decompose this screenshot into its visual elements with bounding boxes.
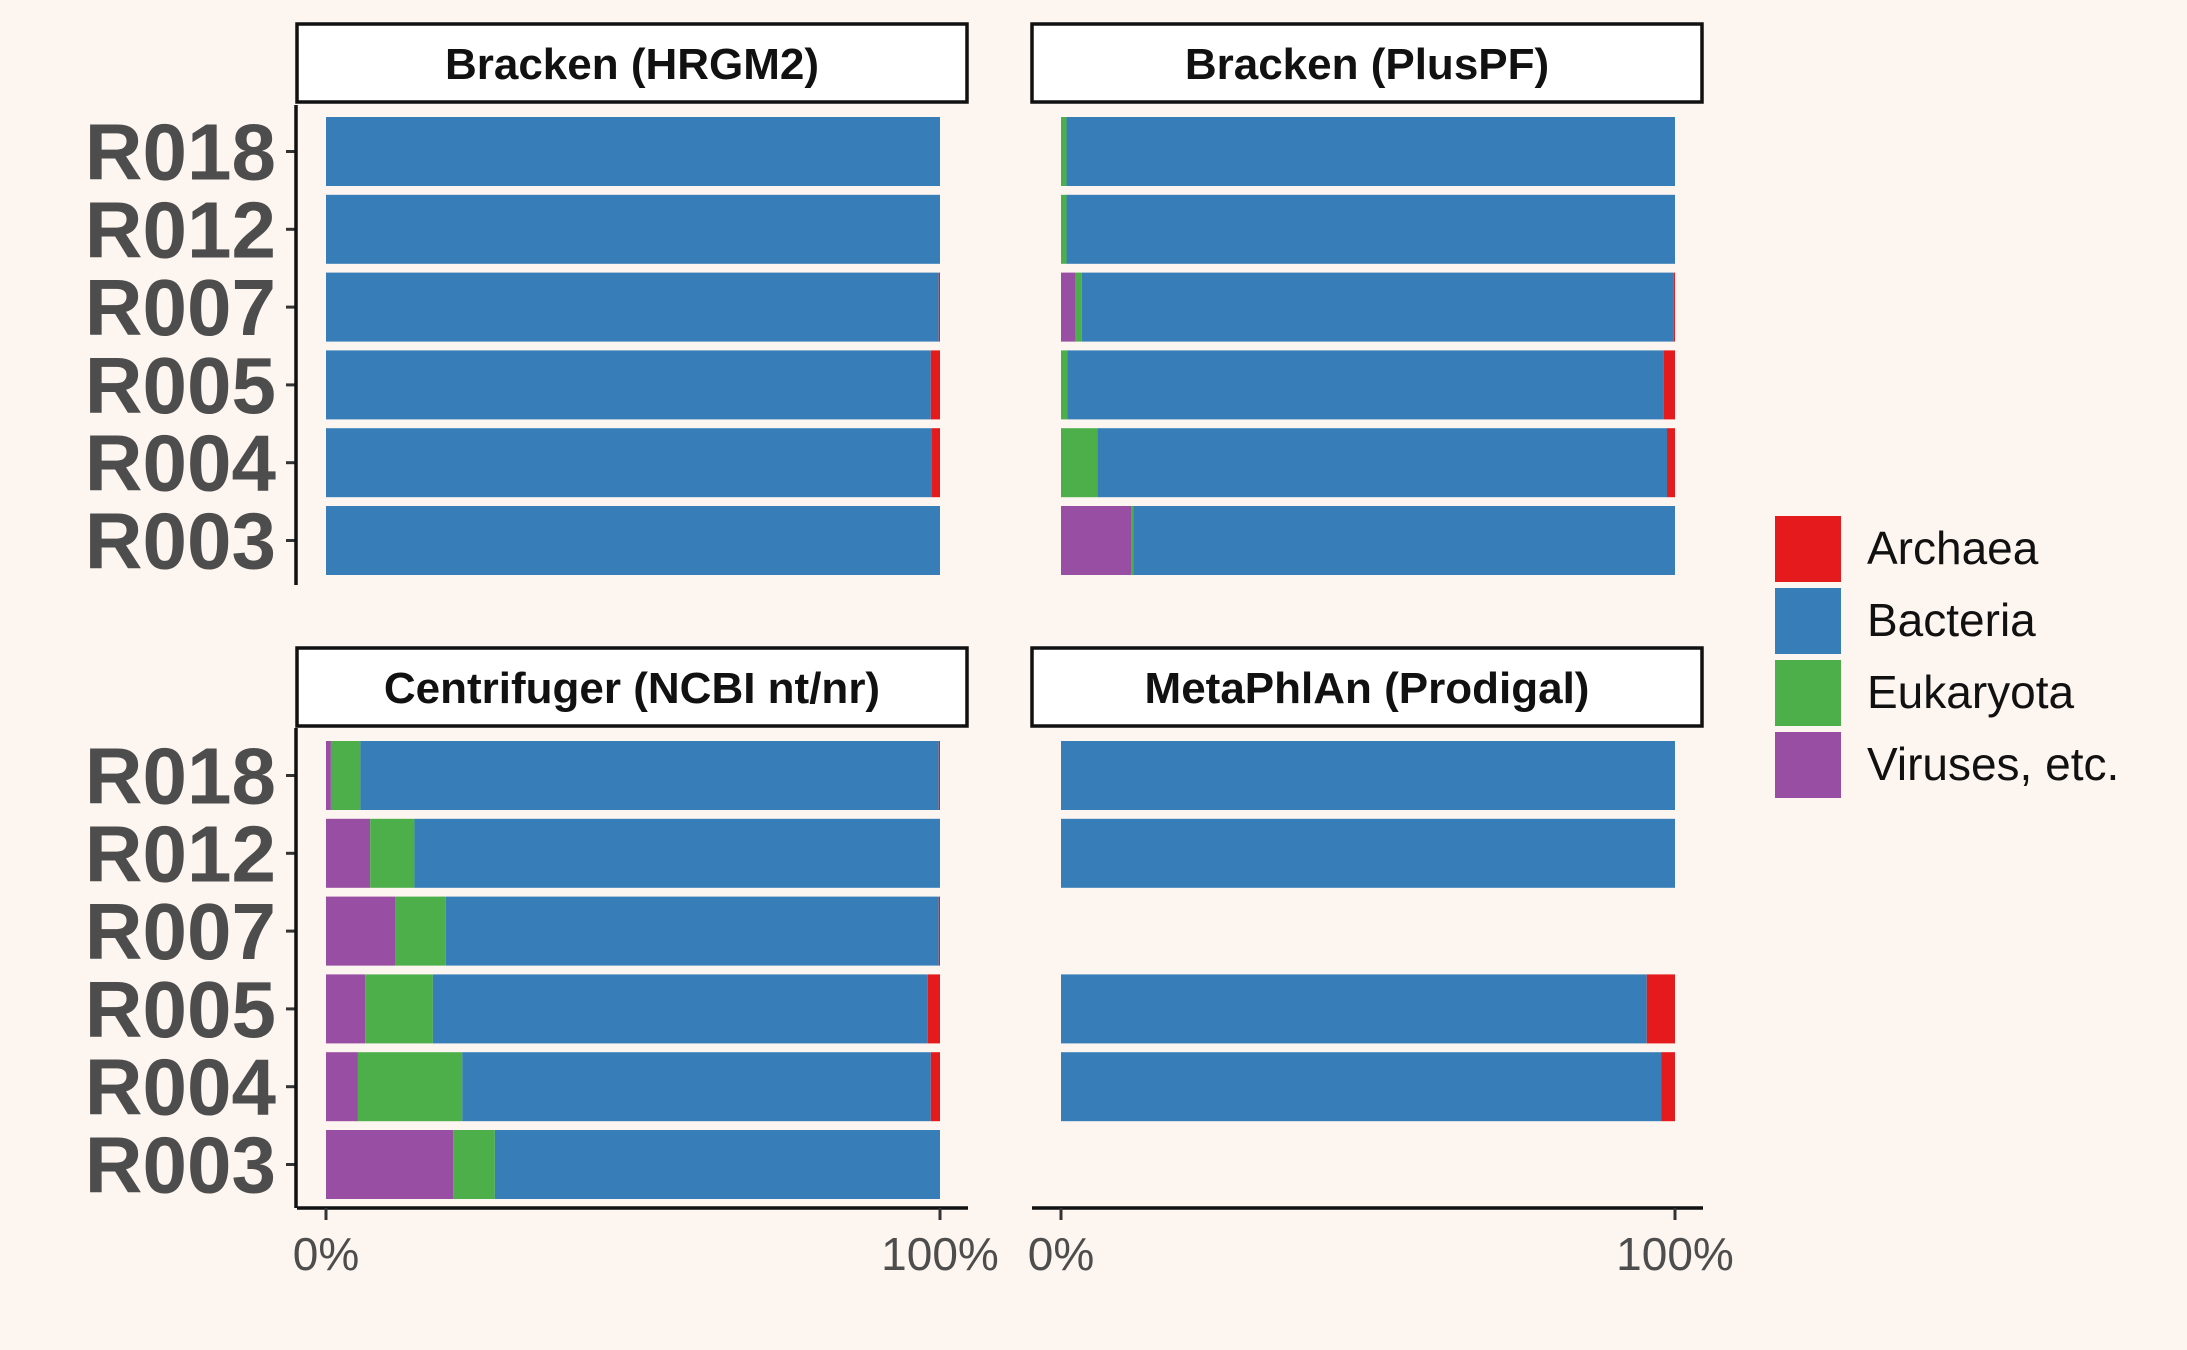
bar-segment-r018-bacteria [1066, 117, 1675, 186]
y-tick-label-r018: R018 [85, 108, 276, 197]
bar-segment-r005-archaea [927, 974, 940, 1044]
facet-title: Centrifuger (NCBI nt/nr) [384, 664, 880, 713]
bar-segment-r005-viruses-etc [326, 974, 366, 1044]
bar-segment-r012-bacteria [414, 818, 940, 888]
bar-segment-r012-viruses-etc [326, 818, 371, 888]
bar-segment-r003-viruses-etc [326, 1130, 454, 1199]
bar-segment-r007-viruses-etc [326, 896, 396, 966]
bar-segment-r007-archaea [938, 896, 940, 966]
bar-segment-r003-viruses-etc [1061, 506, 1131, 575]
bar-segment-r005-bacteria [326, 350, 931, 420]
bar-segment-r012-eukaryota [1061, 194, 1067, 264]
bar-segment-r012-bacteria [1061, 818, 1675, 888]
bar-segment-r007-eukaryota [395, 896, 446, 966]
bar-segment-r018-eukaryota [330, 741, 361, 810]
bar-segment-r012-eukaryota [370, 818, 415, 888]
y-tick-label-r005: R005 [85, 341, 276, 430]
bar-segment-r004-viruses-etc [326, 1052, 358, 1122]
bar-segment-r007-viruses-etc [1061, 272, 1076, 342]
y-tick-label-r004: R004 [85, 1043, 277, 1132]
y-tick-label-r018: R018 [85, 732, 276, 821]
legend-key-eukaryota [1775, 660, 1841, 726]
bar-segment-r018-viruses-etc [326, 741, 331, 810]
bar-segment-r005-eukaryota [365, 974, 433, 1044]
bar-segment-r003-eukaryota [1130, 506, 1134, 575]
legend: Archaea Bacteria Eukaryota Viruses, etc. [1775, 516, 2119, 798]
facet-strip [1030, 646, 1704, 728]
x-tick-label-max: 100% [1616, 1228, 1734, 1280]
bar-segment-r018-bacteria [326, 117, 940, 186]
facet-strip [1030, 22, 1704, 104]
bar-segment-r005-eukaryota [1061, 350, 1068, 420]
bar-segment-r004-archaea [932, 428, 940, 498]
bar-segment-r005-bacteria [1061, 974, 1647, 1044]
bar-segment-r003-bacteria [1133, 506, 1675, 575]
legend-label-viruses-etc: Viruses, etc. [1867, 738, 2119, 790]
panel-centrifuger-ncbi-nt-nr: Centrifuger (NCBI nt/nr) R018R012R007R005… [85, 646, 999, 1280]
bar-segment-r003-eukaryota [453, 1130, 495, 1199]
bar-segment-r012-bacteria [326, 194, 940, 264]
facet-title: MetaPhlAn (Prodigal) [1145, 664, 1590, 713]
bar-segment-r004-eukaryota [1061, 428, 1098, 498]
facet-title: Bracken (PlusPF) [1185, 40, 1549, 89]
bar-segment-r004-bacteria [326, 428, 933, 498]
bar-segment-r003-bacteria [494, 1130, 940, 1199]
bar-segment-r007-bacteria [326, 272, 939, 342]
bar-segment-r018-bacteria [360, 741, 939, 810]
bar-segment-r007-archaea [1673, 272, 1675, 342]
bar-segment-r018-archaea [938, 741, 940, 810]
x-tick-label-min: 0% [1028, 1228, 1094, 1280]
y-tick-label-r012: R012 [85, 809, 276, 898]
legend-label-eukaryota: Eukaryota [1867, 666, 2075, 718]
bar-segment-r005-bacteria [1067, 350, 1664, 420]
bar-segment-r005-bacteria [432, 974, 928, 1044]
bar-segment-r004-eukaryota [357, 1052, 463, 1122]
bar-segment-r003-bacteria [326, 506, 940, 575]
legend-key-bacteria [1775, 588, 1841, 654]
y-tick-label-r005: R005 [85, 965, 276, 1054]
bar-segment-r007-bacteria [1081, 272, 1674, 342]
legend-label-bacteria: Bacteria [1867, 594, 2036, 646]
y-tick-label-r004: R004 [85, 419, 277, 508]
y-tick-label-r003: R003 [85, 1121, 276, 1210]
facet-strip [295, 646, 969, 728]
legend-key-archaea [1775, 516, 1841, 582]
bar-segment-r007-archaea [938, 272, 940, 342]
facet-strip [295, 22, 969, 104]
y-tick-label-r007: R007 [85, 887, 276, 976]
panel-bracken-pluspf: Bracken (PlusPF) [1030, 22, 1704, 575]
bar-segment-r004-archaea [1661, 1052, 1675, 1122]
bar-segment-r005-archaea [1663, 350, 1675, 420]
bar-segment-r004-archaea [1667, 428, 1675, 498]
y-tick-label-r012: R012 [85, 185, 276, 274]
legend-key-viruses-etc [1775, 732, 1841, 798]
bar-segment-r012-bacteria [1066, 194, 1675, 264]
panel-metaphlan-prodigal: MetaPhlAn (Prodigal) 0% 100% [1028, 646, 1734, 1280]
bar-segment-r018-eukaryota [1061, 117, 1067, 186]
y-tick-label-r003: R003 [85, 497, 276, 586]
bar-segment-r005-archaea [930, 350, 940, 420]
facet-title: Bracken (HRGM2) [445, 40, 819, 89]
bar-segment-r004-bacteria [462, 1052, 931, 1122]
bar-segment-r007-bacteria [445, 896, 939, 966]
bar-segment-r004-archaea [930, 1052, 940, 1122]
bar-segment-r018-bacteria [1061, 741, 1675, 810]
x-tick-label-min: 0% [293, 1228, 359, 1280]
bar-segment-r004-bacteria [1097, 428, 1668, 498]
bar-segment-r005-archaea [1646, 974, 1675, 1044]
bar-segment-r007-eukaryota [1075, 272, 1082, 342]
x-tick-label-max: 100% [881, 1228, 999, 1280]
legend-label-archaea: Archaea [1867, 522, 2039, 574]
y-tick-label-r007: R007 [85, 263, 276, 352]
bar-segment-r004-bacteria [1061, 1052, 1662, 1122]
